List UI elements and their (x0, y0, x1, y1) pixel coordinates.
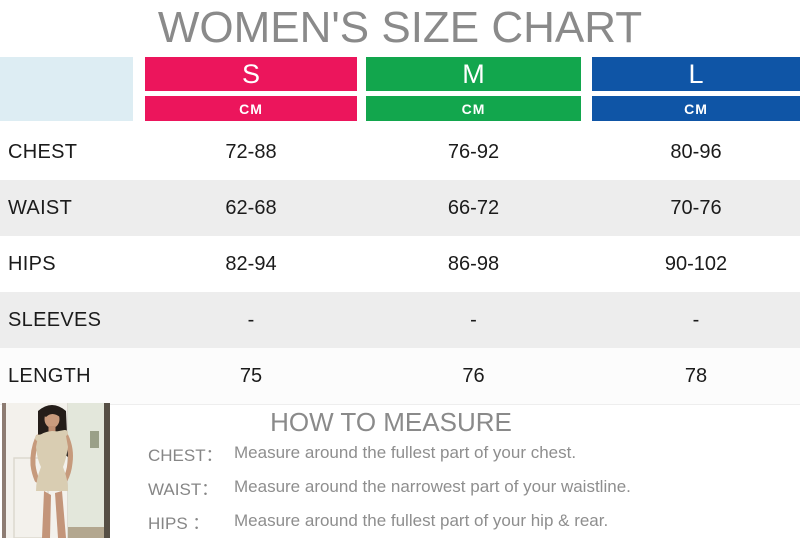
cell-value: - (692, 308, 700, 331)
table-row-chest: CHEST 72-88 76-92 80-96 (0, 124, 800, 180)
cell-value: 80-96 (670, 140, 722, 163)
how-to-measure-list: CHEST： Measure around the fullest part o… (148, 436, 708, 538)
cell-value: 86-98 (447, 252, 500, 275)
unit-cell-l: CM (592, 96, 800, 121)
cell-value: - (470, 308, 477, 331)
measure-instruction-waist: WAIST： Measure around the narrowest part… (148, 470, 708, 504)
table-row-length: LENGTH 75 76 78 (0, 348, 800, 405)
model-photo (2, 403, 110, 538)
table-row-waist: WAIST 62-68 66-72 70-76 (0, 180, 800, 236)
table-row-hips: HIPS 82-94 86-98 90-102 (0, 236, 800, 292)
instruction-label: HIPS ： (148, 513, 210, 533)
row-label: LENGTH (8, 364, 91, 387)
how-to-measure-heading: HOW TO MEASURE (270, 407, 512, 437)
page-title: WOMEN'S SIZE CHART (157, 3, 643, 52)
size-header-m: M (366, 57, 581, 91)
measure-instruction-chest: CHEST： Measure around the fullest part o… (148, 436, 708, 470)
size-header-l: L (592, 57, 800, 91)
size-header-s: S (145, 57, 357, 91)
instruction-text: Measure around the fullest part of your … (234, 511, 609, 530)
instruction-text: Measure around the narrowest part of you… (234, 477, 631, 496)
row-label: WAIST (8, 196, 73, 219)
instruction-text: Measure around the fullest part of your … (234, 443, 577, 462)
row-label: CHEST (8, 140, 78, 163)
unit-cell-s: CM (145, 96, 357, 121)
cell-value: 78 (684, 364, 708, 387)
instruction-label: WAIST： (148, 479, 219, 499)
cell-value: 75 (239, 364, 263, 387)
cell-value: 62-68 (225, 196, 277, 219)
cell-value: 76-92 (447, 140, 500, 163)
cell-value: 72-88 (225, 140, 277, 163)
cell-value: - (247, 308, 255, 331)
row-label: HIPS (8, 252, 56, 275)
instruction-label: CHEST： (148, 445, 223, 465)
unit-cell-m: CM (366, 96, 581, 121)
cell-value: 82-94 (225, 252, 277, 275)
cell-value: 70-76 (670, 196, 722, 219)
model-photo-illustration (2, 403, 110, 538)
table-corner-cell (0, 57, 133, 121)
cell-value: 90-102 (664, 252, 728, 275)
measure-instruction-hips: HIPS ： Measure around the fullest part o… (148, 504, 708, 538)
cell-value: 66-72 (447, 196, 500, 219)
row-label: SLEEVES (8, 308, 102, 331)
table-row-sleeves: SLEEVES - - - (0, 292, 800, 348)
cell-value: 76 (462, 364, 485, 387)
